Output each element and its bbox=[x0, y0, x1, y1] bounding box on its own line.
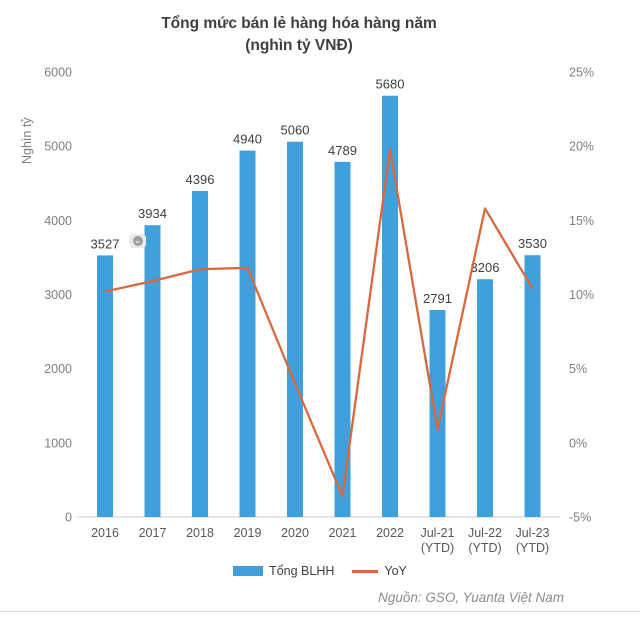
bar-2017 bbox=[144, 225, 161, 517]
bar-value-label: 4396 bbox=[186, 172, 215, 187]
bar-2016 bbox=[97, 255, 113, 517]
x-tick-label: Jul-22 (YTD) bbox=[468, 526, 502, 555]
annotation-collapse-badge[interactable]: ⌄ bbox=[129, 234, 146, 248]
legend-bar-swatch bbox=[233, 566, 264, 576]
chevron-down-icon: ⌄ bbox=[132, 235, 143, 246]
bar-value-label: 3934 bbox=[138, 206, 167, 221]
chart-title: Tổng mức bán lẻ hàng hóa hàng năm (nghìn… bbox=[0, 13, 598, 58]
legend-item-tong-blhh: Tổng BLHH bbox=[233, 564, 334, 578]
x-tick-label: 2016 bbox=[91, 526, 119, 540]
right-axis-tick: -5% bbox=[569, 511, 591, 525]
right-axis-tick: 25% bbox=[569, 66, 594, 80]
yoy-line bbox=[104, 147, 534, 498]
left-axis-title: Nghìn tỷ bbox=[20, 117, 34, 164]
bar-2021 bbox=[334, 161, 351, 517]
left-axis-tick: 5000 bbox=[44, 140, 72, 154]
bottom-divider bbox=[0, 611, 640, 612]
bar-value-label: 4940 bbox=[233, 132, 262, 147]
bar-value-label: 2791 bbox=[423, 291, 452, 306]
legend-line-swatch bbox=[352, 569, 379, 573]
x-tick-label: Jul-21 (YTD) bbox=[420, 526, 454, 555]
bar-value-label: 5060 bbox=[281, 123, 310, 138]
bar-2018 bbox=[192, 190, 208, 518]
bar-Jul-21 bbox=[429, 310, 446, 517]
left-axis-tick: 1000 bbox=[44, 436, 72, 450]
bar-value-label: 3530 bbox=[518, 236, 547, 251]
bar-2022 bbox=[382, 95, 398, 517]
legend-label-tong-blhh: Tổng BLHH bbox=[269, 564, 335, 578]
right-axis-tick: 10% bbox=[569, 288, 594, 302]
legend-label-yoy: YoY bbox=[384, 564, 407, 578]
x-tick-label: Jul-23 (YTD) bbox=[515, 526, 549, 555]
legend-item-yoy: YoY bbox=[352, 564, 407, 578]
right-axis-tick: 20% bbox=[569, 140, 594, 154]
chart-title-line2: (nghìn tỷ VNĐ) bbox=[245, 37, 353, 55]
left-axis-tick: 6000 bbox=[44, 66, 72, 80]
x-tick-label: 2021 bbox=[329, 526, 357, 540]
bar-2019 bbox=[239, 150, 256, 517]
chart-legend: Tổng BLHH YoY bbox=[0, 564, 640, 578]
left-axis-tick: 0 bbox=[65, 511, 72, 525]
x-tick-label: 2020 bbox=[281, 526, 309, 540]
x-tick-label: 2017 bbox=[139, 526, 167, 540]
x-tick-label: 2019 bbox=[234, 526, 262, 540]
x-tick-label: 2022 bbox=[376, 526, 404, 540]
left-axis-tick: 4000 bbox=[44, 214, 72, 228]
source-note: Nguồn: GSO, Yuanta Việt Nam bbox=[378, 590, 564, 605]
bar-Jul-23 bbox=[524, 255, 541, 518]
bar-2020 bbox=[287, 141, 303, 517]
right-axis-tick: 5% bbox=[569, 362, 587, 376]
left-axis-tick: 3000 bbox=[44, 288, 72, 302]
bar-value-label: 4789 bbox=[328, 143, 357, 158]
right-axis-tick: 0% bbox=[569, 436, 587, 450]
left-axis-tick: 2000 bbox=[44, 362, 72, 376]
bar-value-label: 5680 bbox=[376, 77, 405, 92]
bar-Jul-22 bbox=[477, 279, 493, 517]
bar-value-label: 3527 bbox=[91, 236, 120, 251]
right-axis-tick: 15% bbox=[569, 214, 594, 228]
x-tick-label: 2018 bbox=[186, 526, 214, 540]
retail-sales-chart: 6000 5000 4000 3000 2000 1000 0 Nghìn tỷ 25% 20% 1… bbox=[20, 66, 594, 556]
bar-value-label: 3206 bbox=[471, 260, 500, 275]
chart-title-line1: Tổng mức bán lẻ hàng hóa hàng năm bbox=[161, 15, 437, 32]
